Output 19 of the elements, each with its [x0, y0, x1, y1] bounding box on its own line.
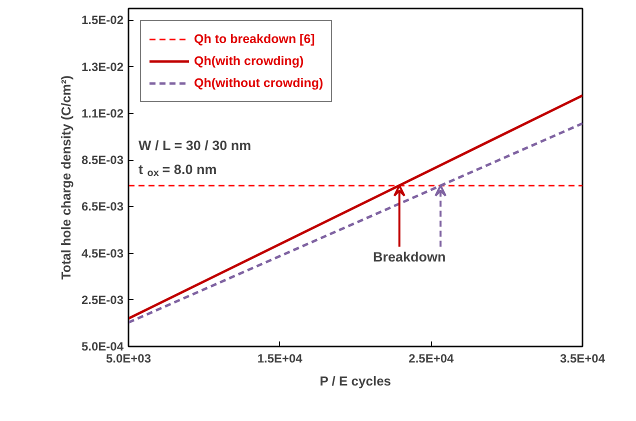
x-tick-label: 3.5E+04 [560, 352, 606, 366]
x-tick-label: 5.0E+03 [106, 352, 152, 366]
legend-label: Qh(with crowding) [194, 54, 304, 68]
x-tick-label: 1.5E+04 [257, 352, 303, 366]
y-tick-label: 6.5E-03 [81, 200, 124, 214]
y-tick-label: 1.3E-02 [81, 60, 124, 74]
annotation: W / L = 30 / 30 nm [138, 138, 252, 153]
legend-label: Qh(without crowding) [194, 76, 324, 90]
y-tick-label: 1.1E-02 [81, 106, 124, 120]
y-tick-label: 5.0E-04 [81, 340, 124, 354]
y-axis-title: Total hole charge density (C/cm²) [58, 75, 74, 280]
legend-label: Qh to breakdown [6] [194, 32, 315, 46]
y-tick-label: 8.5E-03 [81, 153, 124, 168]
y-tick-label: 4.5E-03 [81, 246, 124, 260]
x-tick-label: 2.5E+04 [408, 352, 454, 366]
y-tick-label: 1.5E-02 [81, 13, 124, 28]
y-tick-label: 2.5E-03 [81, 292, 124, 307]
annotation: Breakdown [373, 250, 446, 265]
x-axis-title: P / E cycles [320, 374, 392, 388]
